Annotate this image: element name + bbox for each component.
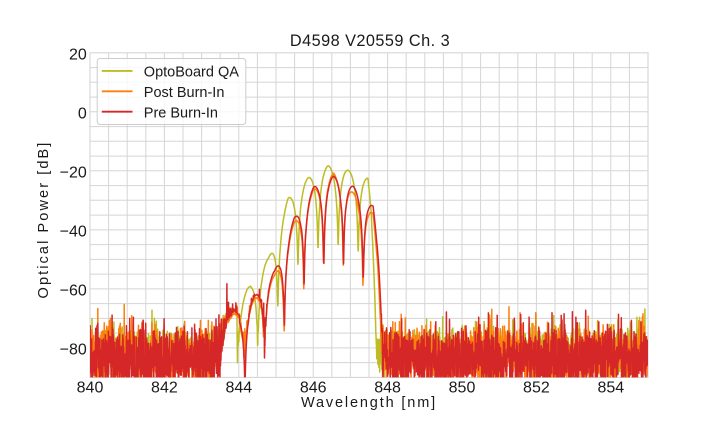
svg-text:854: 854 xyxy=(597,379,624,396)
svg-text:D4598 V20559 Ch. 3: D4598 V20559 Ch. 3 xyxy=(290,32,450,50)
svg-text:−20: −20 xyxy=(60,164,87,181)
svg-text:−40: −40 xyxy=(60,224,87,241)
svg-text:844: 844 xyxy=(225,379,252,396)
svg-text:Wavelength [nm]: Wavelength [nm] xyxy=(301,395,437,411)
svg-text:20: 20 xyxy=(69,46,87,63)
svg-text:−60: −60 xyxy=(60,283,87,300)
svg-text:850: 850 xyxy=(449,379,476,396)
svg-text:0: 0 xyxy=(78,105,87,122)
svg-text:842: 842 xyxy=(151,379,178,396)
svg-text:848: 848 xyxy=(374,379,401,396)
svg-text:852: 852 xyxy=(523,379,550,396)
svg-text:Optical Power [dB]: Optical Power [dB] xyxy=(36,141,52,299)
svg-text:Post Burn-In: Post Burn-In xyxy=(144,85,225,101)
svg-text:Pre Burn-In: Pre Burn-In xyxy=(144,105,218,121)
svg-text:846: 846 xyxy=(300,379,327,396)
svg-text:OptoBoard QA: OptoBoard QA xyxy=(144,65,239,81)
svg-text:840: 840 xyxy=(77,379,104,396)
svg-text:−80: −80 xyxy=(60,342,87,359)
